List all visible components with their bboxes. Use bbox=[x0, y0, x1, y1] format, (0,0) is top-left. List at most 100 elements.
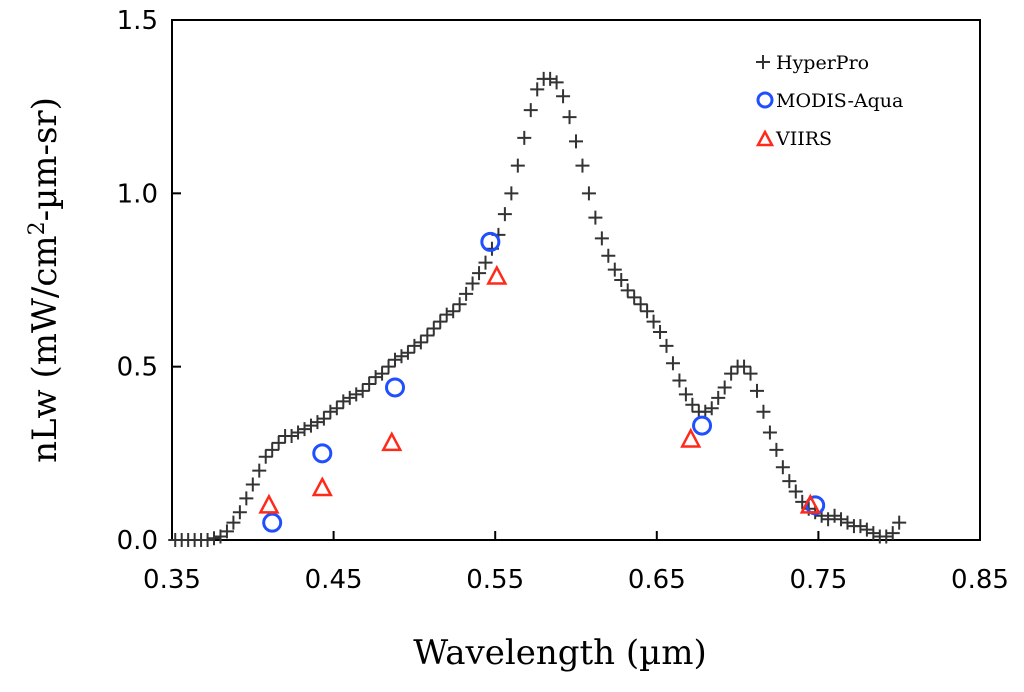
hyperpro-point bbox=[472, 266, 487, 281]
hyperpro-point bbox=[439, 307, 454, 322]
hyperpro-point bbox=[388, 352, 403, 367]
hyperpro-point bbox=[543, 71, 558, 86]
hyperpro-point bbox=[737, 359, 752, 374]
hyperpro-point bbox=[265, 442, 280, 457]
hyperpro-point bbox=[497, 207, 512, 222]
hyperpro-point bbox=[704, 401, 719, 416]
hyperpro-point bbox=[239, 491, 254, 506]
y-axis-title-sup: 2 bbox=[25, 221, 50, 235]
legend-item-modis-aqua: MODIS-Aqua bbox=[756, 90, 903, 112]
y-tick-label: 0.5 bbox=[117, 353, 158, 383]
hyperpro-point bbox=[879, 529, 894, 544]
hyperpro-point bbox=[420, 328, 435, 343]
hyperpro-point bbox=[303, 418, 318, 433]
hyperpro-point bbox=[607, 262, 622, 277]
viirs-point bbox=[311, 476, 333, 497]
hyperpro-point bbox=[504, 186, 519, 201]
hyperpro-point bbox=[743, 366, 758, 381]
hyperpro-point bbox=[775, 460, 790, 475]
hyperpro-point bbox=[821, 512, 836, 527]
modis-aqua-point bbox=[385, 377, 406, 398]
hyperpro-point bbox=[581, 186, 596, 201]
viirs-point bbox=[258, 493, 280, 514]
series-modis-aqua bbox=[262, 231, 826, 533]
hyperpro-point bbox=[433, 314, 448, 329]
legend-viirs-marker-icon bbox=[755, 129, 775, 147]
hyperpro-point bbox=[594, 231, 609, 246]
hyperpro-point bbox=[562, 110, 577, 125]
hyperpro-point bbox=[355, 383, 370, 398]
hyperpro-point bbox=[885, 526, 900, 541]
hyperpro-point bbox=[407, 338, 422, 353]
hyperpro-point bbox=[517, 130, 532, 145]
hyperpro-point bbox=[672, 373, 687, 388]
hyperpro-point bbox=[866, 526, 881, 541]
hyperpro-point bbox=[342, 390, 357, 405]
hyperpro-point bbox=[653, 325, 668, 339]
hyperpro-point bbox=[530, 82, 545, 97]
hyperpro-point bbox=[633, 297, 648, 312]
hyperpro-point bbox=[724, 366, 739, 381]
axis-ticks bbox=[171, 19, 981, 541]
hyperpro-point bbox=[452, 297, 467, 312]
hyperpro-point bbox=[717, 380, 732, 395]
hyperpro-point bbox=[232, 505, 247, 520]
x-tick-labels: 0.35 0.45 0.55 0.65 0.75 0.85 bbox=[143, 565, 1009, 595]
series-layer bbox=[168, 71, 907, 547]
hyperpro-point bbox=[329, 401, 344, 416]
hyperpro-point bbox=[258, 449, 273, 464]
hyperpro-point bbox=[368, 370, 383, 385]
y-tick-label: 1.0 bbox=[117, 179, 158, 209]
hyperpro-point bbox=[834, 512, 849, 527]
hyperpro-point bbox=[459, 286, 474, 301]
legend-modis-aqua-marker-icon bbox=[756, 91, 774, 109]
hyperpro-point bbox=[252, 463, 267, 478]
hyperpro-point bbox=[827, 508, 842, 523]
hyperpro-point bbox=[627, 290, 642, 305]
hyperpro-point bbox=[569, 134, 583, 149]
x-tick-label: 0.55 bbox=[466, 565, 524, 595]
hyperpro-point bbox=[400, 345, 415, 360]
hyperpro-point bbox=[685, 397, 700, 412]
hyperpro-point bbox=[375, 366, 390, 381]
hyperpro-point bbox=[316, 411, 331, 426]
modis-aqua-point bbox=[262, 512, 283, 533]
hyperpro-point bbox=[219, 524, 234, 539]
hyperpro-point bbox=[756, 404, 771, 419]
hyperpro-point bbox=[665, 356, 680, 371]
legend-hyperpro-marker-icon bbox=[756, 55, 770, 69]
hyperpro-point bbox=[788, 484, 803, 499]
hyperpro-point bbox=[510, 158, 525, 173]
y-tick-label: 0.0 bbox=[117, 526, 158, 556]
x-tick-label: 0.85 bbox=[951, 565, 1009, 595]
hyperpro-point bbox=[549, 75, 564, 90]
x-tick-label: 0.45 bbox=[305, 565, 363, 595]
hyperpro-point bbox=[291, 425, 306, 440]
legend-item-hyperpro: HyperPro bbox=[756, 52, 869, 74]
legend-viirs-label: VIIRS bbox=[775, 128, 832, 150]
y-tick-label: 1.5 bbox=[117, 6, 158, 36]
viirs-point bbox=[799, 493, 821, 514]
hyperpro-point bbox=[446, 304, 461, 319]
hyperpro-point bbox=[413, 335, 428, 350]
hyperpro-point bbox=[465, 276, 480, 291]
y-axis-title-tail: -µm-sr) bbox=[25, 97, 65, 221]
x-tick-label: 0.65 bbox=[628, 565, 686, 595]
hyperpro-point bbox=[297, 422, 312, 437]
hyperpro-point bbox=[575, 158, 590, 173]
hyperpro-point bbox=[284, 429, 299, 443]
hyperpro-point bbox=[523, 103, 538, 118]
series-viirs bbox=[258, 264, 821, 514]
hyperpro-point bbox=[310, 415, 325, 430]
hyperpro-point bbox=[200, 533, 215, 547]
hyperpro-point bbox=[769, 442, 784, 457]
hyperpro-point bbox=[601, 248, 616, 263]
hyperpro-point bbox=[556, 89, 571, 104]
y-tick-labels: 0.0 0.5 1.0 1.5 bbox=[117, 6, 158, 556]
hyperpro-point bbox=[426, 321, 441, 336]
legend-item-viirs: VIIRS bbox=[755, 128, 832, 150]
hyperpro-point bbox=[588, 210, 603, 225]
viirs-point bbox=[381, 431, 403, 452]
hyperpro-point bbox=[323, 404, 338, 419]
